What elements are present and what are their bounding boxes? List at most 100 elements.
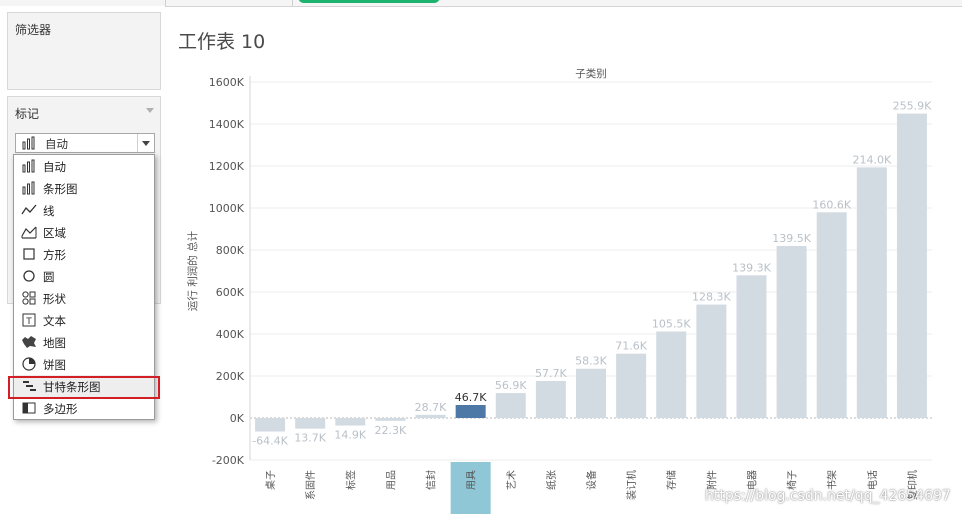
mark-type-option[interactable]: 甘特条形图 [14, 375, 154, 397]
mark-type-option[interactable]: 区域 [14, 221, 154, 243]
line-chart-icon [21, 204, 37, 215]
mark-type-option[interactable]: T 文本 [14, 309, 154, 331]
mark-type-value: 自动 [45, 137, 68, 151]
bar-附件 [696, 304, 727, 418]
y-tick-label: 400K [216, 328, 245, 341]
data-label: -64.4K [252, 435, 288, 448]
bar-电器 [736, 275, 767, 418]
bar-信封 [415, 414, 446, 418]
bar-用具 [455, 405, 486, 418]
mark-type-option[interactable]: 方形 [14, 243, 154, 265]
bar-复印机 [896, 113, 927, 419]
select-chevron-down-icon[interactable] [137, 134, 154, 152]
bar-chart-icon [22, 136, 35, 150]
x-tick-label: 电器 [745, 470, 758, 490]
map-icon [22, 336, 36, 348]
x-tick-label: 桌子 [264, 470, 277, 490]
mark-type-option-label: 圆 [43, 270, 55, 284]
square-icon [23, 248, 35, 260]
data-label: 139.3K [732, 261, 771, 274]
mark-type-option[interactable]: 自动 [14, 155, 154, 177]
y-tick-label: 800K [216, 244, 245, 257]
mark-type-option[interactable]: 地图 [14, 331, 154, 353]
mark-type-option[interactable]: 多边形 [14, 397, 154, 419]
data-label: 139.5K [772, 232, 811, 245]
x-tick-label: 用品 [385, 470, 397, 490]
x-tick-label: 艺术 [506, 470, 518, 490]
x-tick-label: 存储 [665, 470, 678, 490]
bar-系固件 [295, 418, 326, 429]
mark-type-option[interactable]: 圆 [14, 265, 154, 287]
mark-type-option-label: 方形 [43, 248, 66, 262]
bar-设备 [576, 368, 606, 418]
text-icon: T [22, 313, 36, 327]
mark-type-select[interactable]: 自动 [15, 133, 155, 153]
data-label: 214.0K [852, 153, 891, 166]
mark-type-option-label: 条形图 [43, 182, 78, 196]
circle-icon [23, 270, 35, 282]
bar-chart: 子类别 1600K 1400K 1200K 1000K 800K 600K 400K 200K 0… [186, 67, 932, 514]
bar-艺术 [495, 393, 526, 418]
bar-桌子 [255, 418, 286, 432]
mark-type-option-label: 饼图 [43, 358, 66, 372]
x-tick-label: 标签 [344, 470, 357, 490]
bar-电话 [856, 167, 887, 418]
y-tick-label: 600K [216, 286, 245, 299]
y-tick-label: 1200K [209, 160, 245, 173]
x-tick-label: 书架 [827, 470, 839, 490]
data-label: 13.7K [294, 432, 326, 445]
mark-type-option[interactable]: 条形图 [14, 177, 154, 199]
y-tick-label: 200K [216, 370, 245, 383]
mark-type-option-label: 线 [43, 204, 55, 218]
pie-chart-icon [22, 357, 36, 371]
data-label: 22.3K [375, 424, 407, 437]
mark-type-option[interactable]: 形状 [14, 287, 154, 309]
bar-书架 [816, 212, 847, 418]
tab-divider [165, 0, 166, 6]
filters-title: 筛选器 [15, 23, 52, 37]
data-label: 46.7K [455, 391, 487, 404]
filters-card[interactable]: 筛选器 [7, 12, 161, 90]
mark-type-option[interactable]: 饼图 [14, 353, 154, 375]
y-axis-label: 运行 利润的 总计 [186, 230, 199, 311]
svg-text:T: T [25, 317, 32, 327]
mark-type-option-label: 自动 [43, 160, 66, 174]
gantt-chart-icon [23, 381, 36, 391]
x-tick-label: 复印机 [906, 470, 919, 500]
data-label: 28.7K [415, 401, 447, 414]
marks-title: 标记 [15, 107, 40, 121]
watermark: https://blog.csdn.net/qq_42654697 [705, 488, 951, 504]
x-tick-label: 设备 [585, 470, 598, 490]
bar-纸张 [535, 380, 566, 418]
bar-椅子 [776, 246, 807, 418]
highlight-annotation-box [8, 376, 160, 399]
y-tick-label: 1000K [209, 202, 245, 215]
x-tick-label: 装订机 [625, 470, 638, 500]
data-label: 71.6K [615, 340, 647, 353]
bar-chart-icon [22, 159, 35, 173]
active-sheet-tab[interactable] [298, 0, 440, 3]
y-tick-label: 0K [230, 412, 245, 425]
bar-存储 [656, 331, 687, 418]
data-label: 57.7K [535, 367, 567, 380]
y-tick-label: 1400K [209, 118, 245, 131]
data-label: 56.9K [495, 379, 527, 392]
mark-type-option-label: 甘特条形图 [43, 380, 101, 394]
bar-标签 [335, 418, 366, 426]
mark-type-option[interactable]: 线 [14, 199, 154, 221]
mark-type-option-label: 区域 [43, 226, 66, 240]
shapes-icon [22, 291, 36, 305]
x-tick-label: 信封 [425, 470, 438, 490]
data-label: 160.6K [812, 198, 851, 211]
chevron-down-icon[interactable] [146, 108, 154, 113]
chart-title: 子类别 [575, 67, 607, 80]
x-tick-label: 系固件 [305, 470, 317, 500]
x-tick-label: 椅子 [786, 470, 799, 490]
x-tick-label: 用具 [466, 470, 478, 490]
data-label: 105.5K [652, 318, 691, 331]
y-tick-label: 1600K [209, 76, 245, 89]
x-tick-label: 纸张 [545, 470, 558, 490]
bar-装订机 [616, 353, 647, 418]
data-label: 58.3K [575, 355, 607, 368]
x-tick-label: 附件 [705, 470, 718, 490]
